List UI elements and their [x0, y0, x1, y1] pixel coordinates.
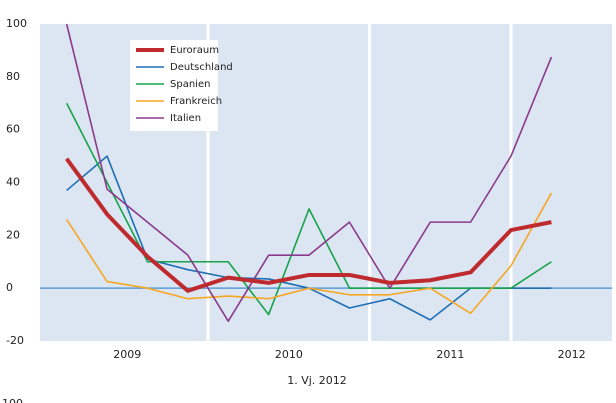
legend-label: Deutschland [170, 62, 233, 73]
y-tick-label: 40 [6, 176, 20, 189]
y-tick-label: 100 [6, 17, 27, 30]
y-tick-label: 0 [6, 281, 13, 294]
y-tick-label: 80 [6, 70, 20, 83]
legend-label: Spanien [170, 79, 210, 90]
series-line [65, 102, 552, 316]
legend-label: Italien [170, 113, 201, 124]
legend-box [130, 40, 218, 131]
x-axis-note: 1. Vj. 2012 [287, 374, 347, 387]
y-tick-label: 60 [6, 123, 20, 136]
plot-area [40, 24, 612, 341]
legend-label: Frankreich [170, 96, 222, 107]
x-tick-label: 2009 [113, 348, 141, 361]
series-line [65, 157, 552, 293]
x-tick-label: 2011 [436, 348, 464, 361]
x-tick-label: 2012 [558, 348, 586, 361]
y-tick-label: 20 [6, 228, 20, 241]
legend-label: Euroraum [170, 45, 219, 56]
legend: Euroraum Deutschland Spanien Frankreich Ital… [130, 40, 233, 131]
y-tick-label: -20 [6, 334, 24, 347]
series-line [65, 192, 553, 315]
x-tick-label: 2010 [275, 348, 303, 361]
cut-off-label: 100 [2, 397, 23, 403]
series-line [65, 23, 553, 322]
